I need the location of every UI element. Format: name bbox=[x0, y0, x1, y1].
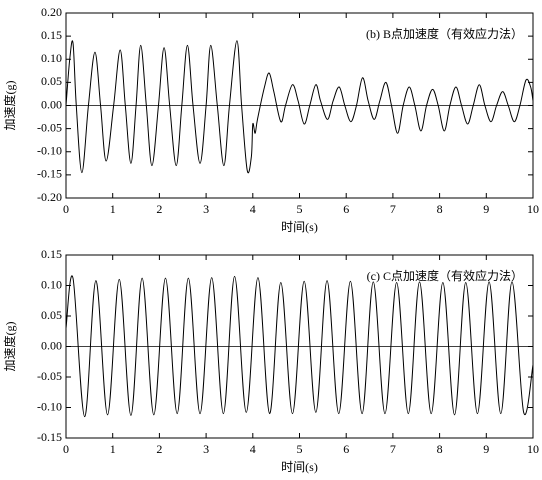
x-tick-label: 0 bbox=[63, 442, 69, 456]
y-tick-label: 0.15 bbox=[41, 28, 62, 42]
x-tick-label: 4 bbox=[250, 442, 256, 456]
annotation: (b) B点加速度（有效应力法） bbox=[366, 26, 523, 41]
x-tick-label: 4 bbox=[250, 202, 256, 216]
y-tick-label: 0.00 bbox=[41, 338, 62, 352]
y-axis-label: 加速度(g) bbox=[2, 322, 17, 372]
x-tick-label: 8 bbox=[437, 442, 443, 456]
series-line bbox=[66, 40, 533, 174]
x-tick-label: 1 bbox=[110, 442, 116, 456]
x-tick-label: 10 bbox=[527, 202, 539, 216]
x-tick-label: 5 bbox=[297, 202, 303, 216]
y-tick-label: 0.15 bbox=[41, 247, 62, 261]
x-tick-label: 9 bbox=[483, 442, 489, 456]
y-tick-label: -0.05 bbox=[37, 369, 62, 383]
y-tick-label: 0.10 bbox=[41, 277, 62, 291]
x-tick-label: 2 bbox=[156, 442, 162, 456]
annotation: (c) C点加速度（有效应力法） bbox=[367, 268, 523, 283]
y-tick-label: 0.00 bbox=[41, 97, 62, 111]
series-line bbox=[66, 275, 533, 418]
x-tick-label: 7 bbox=[390, 442, 396, 456]
x-tick-label: 10 bbox=[527, 442, 539, 456]
x-tick-label: 0 bbox=[63, 202, 69, 216]
x-tick-label: 6 bbox=[343, 202, 349, 216]
y-tick-label: -0.20 bbox=[37, 190, 62, 204]
x-tick-label: 3 bbox=[203, 202, 209, 216]
x-tick-label: 1 bbox=[110, 202, 116, 216]
x-tick-label: 2 bbox=[156, 202, 162, 216]
y-tick-label: -0.15 bbox=[37, 167, 62, 181]
y-tick-label: 0.20 bbox=[41, 5, 62, 19]
y-tick-label: -0.10 bbox=[37, 399, 62, 413]
y-tick-label: -0.10 bbox=[37, 144, 62, 158]
y-tick-label: 0.05 bbox=[41, 308, 62, 322]
y-tick-label: 0.05 bbox=[41, 74, 62, 88]
x-tick-label: 8 bbox=[437, 202, 443, 216]
x-tick-label: 5 bbox=[297, 442, 303, 456]
x-axis-label: 时间(s) bbox=[281, 460, 318, 474]
x-tick-label: 7 bbox=[390, 202, 396, 216]
x-tick-label: 3 bbox=[203, 442, 209, 456]
y-tick-label: -0.05 bbox=[37, 120, 62, 134]
x-tick-label: 9 bbox=[483, 202, 489, 216]
y-tick-label: -0.15 bbox=[37, 430, 62, 444]
y-tick-label: 0.10 bbox=[41, 51, 62, 65]
x-tick-label: 6 bbox=[343, 442, 349, 456]
y-axis-label: 加速度(g) bbox=[2, 81, 17, 131]
x-axis-label: 时间(s) bbox=[281, 220, 318, 234]
